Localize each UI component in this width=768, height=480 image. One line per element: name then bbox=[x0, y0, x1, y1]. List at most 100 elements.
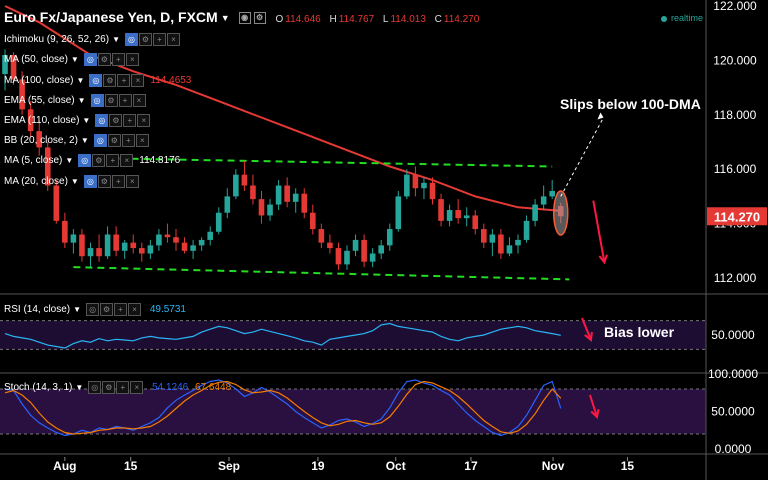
stoch-label[interactable]: Stoch (14, 3, 1) bbox=[4, 382, 73, 394]
close-icon[interactable]: × bbox=[130, 381, 144, 394]
indicator-label[interactable]: EMA (55, close) bbox=[4, 95, 75, 107]
candle-body bbox=[404, 174, 410, 197]
eye-icon[interactable]: ◎ bbox=[83, 175, 97, 188]
stoch-d-line bbox=[4, 380, 562, 435]
add-icon[interactable]: + bbox=[116, 381, 130, 394]
candle-body bbox=[156, 234, 162, 246]
candle-body bbox=[121, 242, 128, 251]
candle-body bbox=[523, 220, 530, 240]
close-icon[interactable]: × bbox=[120, 154, 134, 167]
indicator-row[interactable]: MA (5, close) ▼ ◎ ⚙ + × 114.8176 bbox=[4, 154, 180, 167]
rsi-forecast-arrow bbox=[581, 317, 592, 341]
symbol-title[interactable]: Euro Fx/Japanese Yen, D, FXCM bbox=[4, 9, 218, 25]
chevron-down-icon[interactable]: ▼ bbox=[76, 76, 85, 86]
add-icon[interactable]: + bbox=[111, 53, 125, 66]
eye-icon[interactable]: ◎ bbox=[83, 53, 97, 66]
eye-icon[interactable]: ◎ bbox=[89, 74, 103, 87]
candle-body bbox=[2, 54, 8, 74]
close-icon[interactable]: × bbox=[128, 303, 142, 316]
chevron-down-icon[interactable]: ▼ bbox=[73, 305, 82, 315]
chevron-down-icon[interactable]: ▼ bbox=[65, 156, 74, 166]
chevron-down-icon[interactable]: ▼ bbox=[75, 383, 84, 393]
chevron-down-icon[interactable]: ▼ bbox=[80, 136, 89, 146]
indicator-label[interactable]: MA (100, close) bbox=[4, 75, 74, 87]
chevron-down-icon[interactable]: ▼ bbox=[220, 13, 230, 24]
indicator-row[interactable]: MA (100, close) ▼ ◎ ⚙ + × 114.4653 bbox=[4, 74, 191, 87]
indicator-label[interactable]: MA (5, close) bbox=[4, 155, 63, 167]
chevron-down-icon[interactable]: ▼ bbox=[82, 116, 91, 126]
close-icon[interactable]: × bbox=[137, 114, 151, 127]
indicator-row[interactable]: EMA (55, close) ▼ ◎ ⚙ + × bbox=[4, 94, 152, 107]
add-icon[interactable]: + bbox=[152, 33, 166, 46]
eye-icon[interactable]: ◎ bbox=[86, 303, 100, 316]
stoch-k-value: 54.1246 bbox=[152, 382, 189, 394]
settings-icon[interactable]: ⚙ bbox=[253, 12, 266, 25]
eye-icon[interactable]: ◎ bbox=[95, 114, 109, 127]
ohlc-open-key: O bbox=[275, 14, 284, 25]
close-icon[interactable]: × bbox=[166, 33, 180, 46]
indicator-row[interactable]: MA (50, close) ▼ ◎ ⚙ + × bbox=[4, 53, 145, 66]
settings-icon[interactable]: ⚙ bbox=[100, 303, 114, 316]
candle-body bbox=[96, 248, 102, 257]
close-icon[interactable]: × bbox=[131, 74, 145, 87]
indicator-row[interactable]: MA (20, close) ▼ ◎ ⚙ + × bbox=[4, 175, 145, 188]
candle-body bbox=[515, 239, 521, 246]
add-icon[interactable]: + bbox=[106, 154, 120, 167]
ohlc-low-value: 114.013 bbox=[390, 14, 426, 25]
stoch-tick-label: 50.0000 bbox=[711, 405, 755, 419]
add-icon[interactable]: + bbox=[111, 175, 125, 188]
candle-body bbox=[489, 234, 496, 243]
price-tick-label: 112.000 bbox=[714, 271, 757, 285]
eye-icon[interactable]: ◎ bbox=[93, 134, 107, 147]
candle-body bbox=[19, 79, 25, 110]
candle-body bbox=[412, 174, 419, 189]
chevron-down-icon[interactable]: ▼ bbox=[77, 96, 86, 106]
add-icon[interactable]: + bbox=[117, 74, 131, 87]
eye-icon[interactable]: ◎ bbox=[78, 154, 92, 167]
candle-body bbox=[335, 248, 342, 265]
settings-icon[interactable]: ⚙ bbox=[109, 114, 123, 127]
chevron-down-icon[interactable]: ▼ bbox=[70, 177, 79, 187]
stoch-legend[interactable]: Stoch (14, 3, 1) ▼ ◎ ⚙ + × 54.1246 67.6448 bbox=[4, 381, 231, 394]
eye-icon[interactable]: ◎ bbox=[124, 33, 138, 46]
chevron-down-icon[interactable]: ▼ bbox=[112, 35, 120, 45]
ohlc-high-key: H bbox=[329, 14, 337, 25]
indicator-row[interactable]: BB (20, close, 2) ▼ ◎ ⚙ + × bbox=[4, 134, 155, 147]
close-icon[interactable]: × bbox=[132, 94, 146, 107]
time-tick-label: 19 bbox=[311, 459, 325, 473]
rsi-legend[interactable]: RSI (14, close) ▼ ◎ ⚙ + × 49.5731 bbox=[4, 303, 186, 316]
settings-icon[interactable]: ⚙ bbox=[97, 175, 111, 188]
indicator-row[interactable]: Ichimoku (9, 26, 52, 26) ▼ ◎ ⚙ + × bbox=[4, 33, 186, 46]
chevron-down-icon[interactable]: ▼ bbox=[70, 55, 79, 65]
settings-icon[interactable]: ⚙ bbox=[92, 154, 106, 167]
settings-icon[interactable]: ⚙ bbox=[97, 53, 111, 66]
settings-icon[interactable]: ⚙ bbox=[107, 134, 121, 147]
settings-icon[interactable]: ⚙ bbox=[102, 381, 116, 394]
indicator-label[interactable]: BB (20, close, 2) bbox=[4, 135, 78, 147]
eye-icon[interactable]: ◉ bbox=[238, 12, 251, 25]
indicator-label[interactable]: Ichimoku (9, 26, 52, 26) bbox=[4, 34, 110, 46]
eye-icon[interactable]: ◎ bbox=[88, 381, 102, 394]
add-icon[interactable]: + bbox=[118, 94, 132, 107]
add-icon[interactable]: + bbox=[114, 303, 128, 316]
indicator-row[interactable]: EMA (110, close) ▼ ◎ ⚙ + × bbox=[4, 114, 156, 127]
settings-icon[interactable]: ⚙ bbox=[138, 33, 152, 46]
eye-icon[interactable]: ◎ bbox=[90, 94, 104, 107]
projection-line bbox=[560, 117, 604, 197]
indicator-label[interactable]: EMA (110, close) bbox=[4, 115, 80, 127]
settings-icon[interactable]: ⚙ bbox=[103, 74, 117, 87]
candle-body bbox=[455, 210, 461, 219]
indicator-label[interactable]: MA (20, close) bbox=[4, 176, 68, 188]
add-icon[interactable]: + bbox=[123, 114, 137, 127]
symbol-header[interactable]: Euro Fx/Japanese Yen, D, FXCM ▼ ◉ ⚙ O 114.64… bbox=[4, 9, 485, 25]
candle-body bbox=[498, 234, 504, 254]
add-icon[interactable]: + bbox=[121, 134, 135, 147]
indicator-label[interactable]: MA (50, close) bbox=[4, 54, 68, 66]
rsi-label[interactable]: RSI (14, close) bbox=[4, 304, 71, 316]
close-icon[interactable]: × bbox=[125, 53, 139, 66]
close-icon[interactable]: × bbox=[125, 175, 139, 188]
close-icon[interactable]: × bbox=[135, 134, 149, 147]
time-tick-label: Nov bbox=[542, 459, 565, 473]
settings-icon[interactable]: ⚙ bbox=[104, 94, 118, 107]
